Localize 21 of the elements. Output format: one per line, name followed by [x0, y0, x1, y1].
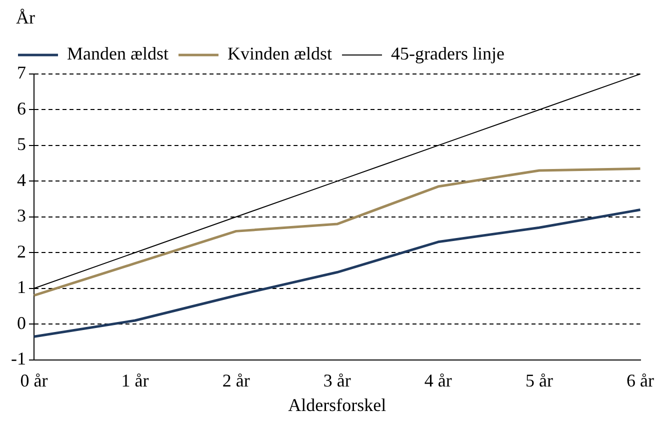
x-tick-label: 6 år: [626, 370, 654, 390]
y-tick-label: 7: [16, 62, 26, 83]
y-tick-label: -1: [10, 348, 26, 369]
y-axis-title: År: [16, 8, 35, 28]
x-axis-title: Aldersforskel: [288, 394, 386, 415]
x-tick-label: 3 år: [323, 370, 351, 390]
x-tick-label: 0 år: [20, 370, 48, 390]
y-tick-label: 2: [16, 241, 26, 262]
legend-label: 45-graders linje: [391, 44, 504, 64]
x-tick-label: 2 år: [222, 370, 250, 390]
y-tick-label: 0: [16, 312, 26, 333]
y-tick-label: 5: [16, 134, 26, 154]
y-tick-label: 1: [16, 277, 26, 298]
y-tick-label: 3: [16, 206, 26, 226]
legend-label: Manden ældst: [67, 44, 168, 64]
y-tick-label: 6: [16, 98, 26, 118]
x-tick-label: 5 år: [525, 370, 553, 390]
y-tick-label: 4: [16, 170, 26, 190]
x-tick-label: 4 år: [424, 370, 452, 390]
x-tick-label: 1 år: [121, 370, 149, 390]
legend-label: Kvinden ældst: [227, 44, 332, 64]
